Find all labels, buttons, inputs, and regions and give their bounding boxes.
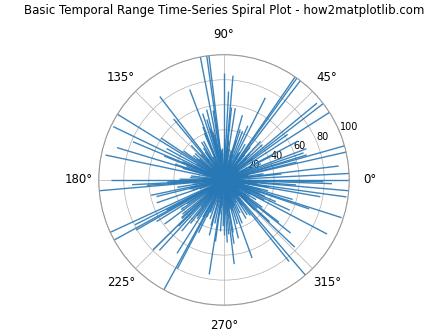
Title: Basic Temporal Range Time-Series Spiral Plot - how2matplotlib.com: Basic Temporal Range Time-Series Spiral … xyxy=(24,4,424,17)
